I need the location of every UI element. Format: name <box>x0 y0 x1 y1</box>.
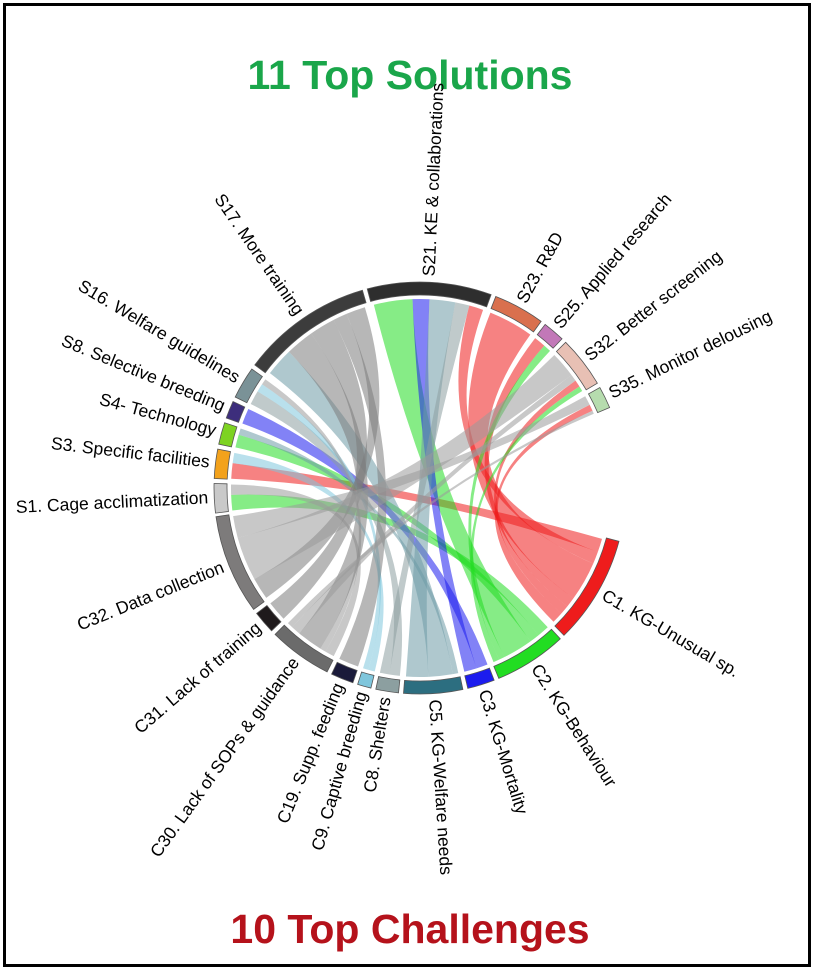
segment-arc-c32 <box>215 514 265 610</box>
segment-arc-c8 <box>375 676 401 694</box>
segment-label-c32: C32. Data collection <box>74 557 227 634</box>
ribbon-s21-c2 <box>373 299 531 658</box>
ribbon-s35-c32 <box>233 396 590 538</box>
segment-arc-c5 <box>403 676 464 695</box>
ribbon-s17-c5 <box>269 351 453 677</box>
segment-label-s17: S17. More training <box>210 190 308 319</box>
segment-arc-s16 <box>234 368 263 404</box>
segment-arc-s4 <box>218 422 238 448</box>
segment-arc-s21 <box>366 281 492 308</box>
solutions-title: 11 Top Solutions <box>247 52 573 98</box>
segment-label-c5: C5. KG-Welfare needs <box>425 699 456 876</box>
ribbon-s21-c8 <box>379 302 470 675</box>
ribbon-s23-c1 <box>468 312 594 599</box>
segment-arc-s32 <box>555 341 598 391</box>
ribbon-s3-c1 <box>231 463 603 552</box>
segment-label-c1: C1. KG-Unusual sp. <box>599 585 743 681</box>
ribbon-s32-c32 <box>237 355 572 580</box>
segment-arc-s25 <box>536 323 563 349</box>
ribbon-s16-c8 <box>250 391 403 676</box>
segment-arc-s17 <box>254 289 367 374</box>
segment-arc-s3 <box>213 448 231 480</box>
segment-label-s3: S3. Specific facilities <box>50 433 211 472</box>
segment-arc-s8 <box>225 401 246 423</box>
segment-label-c30: C30. Lack of SOPs & guidance <box>146 653 303 860</box>
segment-arc-layer <box>213 281 620 695</box>
segment-label-s23: S23. R&D <box>512 229 567 307</box>
segment-arc-s35 <box>587 387 611 414</box>
ribbon-layer <box>230 299 603 677</box>
segment-label-c2: C2. KG-Behaviour <box>527 660 621 790</box>
ribbon-s1-c2 <box>231 494 548 636</box>
ribbon-s21-c5 <box>405 299 456 677</box>
segment-label-s21: S21. KE & collaborations <box>419 82 448 277</box>
segment-arc-c1 <box>554 537 620 636</box>
segment-arc-c19 <box>331 661 358 684</box>
segment-arc-s1 <box>213 483 229 514</box>
segment-arc-c3 <box>464 667 495 689</box>
segment-arc-s23 <box>490 295 542 333</box>
segment-arc-c2 <box>493 628 561 679</box>
ribbon-s32-c30 <box>292 374 576 634</box>
ribbon-s35-c1 <box>494 404 593 622</box>
segment-label-c3: C3. KG-Mortality <box>475 687 533 817</box>
ribbon-s17-c31 <box>270 319 368 619</box>
segment-arc-c9 <box>357 671 375 689</box>
ribbon-s21-c1 <box>458 305 598 564</box>
challenges-title: 10 Top Challenges <box>230 906 590 952</box>
segment-arc-c31 <box>256 604 282 632</box>
segment-arc-c30 <box>274 624 334 673</box>
segment-label-s1: S1. Cage acclimatization <box>15 487 208 517</box>
